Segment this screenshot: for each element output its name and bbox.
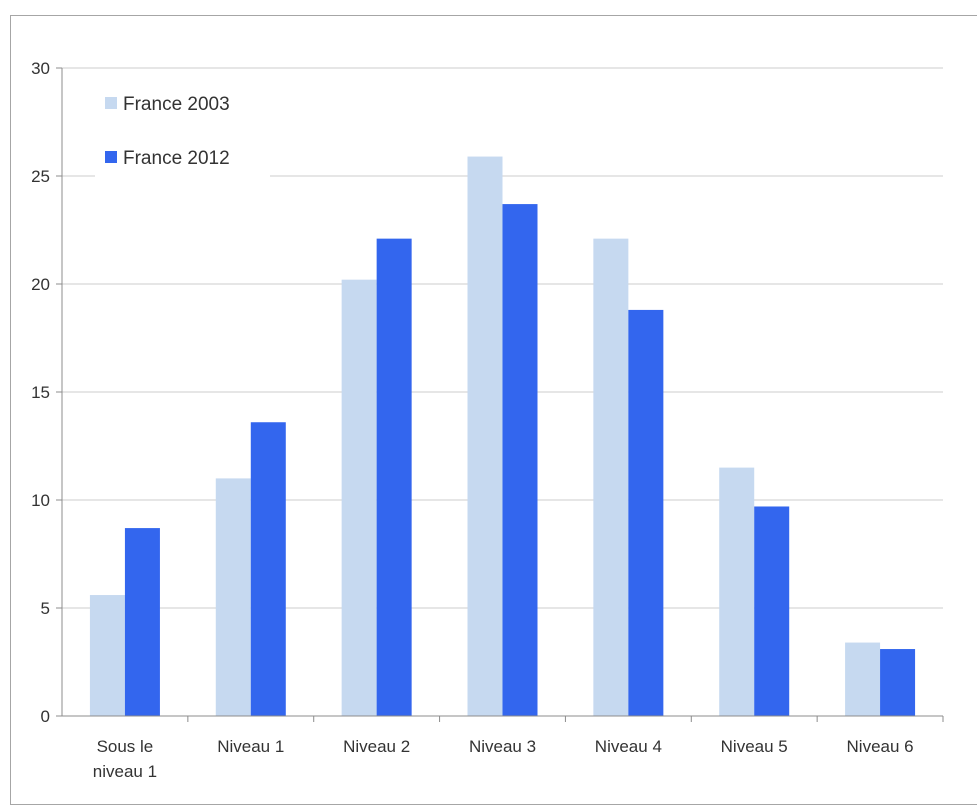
- bar-france-2012: [502, 204, 538, 716]
- y-tick-label: 30: [31, 59, 50, 78]
- x-tick-label-line: Niveau 1: [217, 737, 284, 756]
- bar-france-2003: [467, 156, 503, 716]
- x-tick-label: Niveau 1: [217, 737, 284, 756]
- x-tick-label: Niveau 4: [595, 737, 662, 756]
- x-tick-label: Niveau 5: [721, 737, 788, 756]
- x-tick-label-line: Niveau 2: [343, 737, 410, 756]
- legend: France 2003 France 2012: [95, 78, 270, 193]
- bar-france-2003: [845, 642, 881, 716]
- legend-background: [95, 78, 270, 193]
- bars: [89, 156, 916, 716]
- x-tick-label-line: Niveau 3: [469, 737, 536, 756]
- y-tick-label: 20: [31, 275, 50, 294]
- y-tick-label: 15: [31, 383, 50, 402]
- y-tick-label: 5: [41, 599, 50, 618]
- bar-france-2003: [215, 478, 251, 716]
- legend-swatch: [105, 97, 117, 109]
- bar-france-2012: [880, 649, 916, 716]
- x-axis-ticks: [187, 716, 944, 722]
- x-axis-tick-labels: Sous le niveau 1 Niveau 1 Niveau 2 Niveau 3 N…: [93, 737, 914, 781]
- bar-france-2003: [89, 595, 125, 716]
- x-tick-label: Niveau 6: [847, 737, 914, 756]
- legend-label: France 2012: [123, 148, 230, 169]
- y-tick-label: 25: [31, 167, 50, 186]
- x-tick-label-line: niveau 1: [93, 762, 157, 781]
- x-tick-label-line: Niveau 4: [595, 737, 662, 756]
- x-tick-label-line: Sous le: [97, 737, 154, 756]
- y-tick-label: 0: [41, 707, 50, 726]
- x-tick-label: Niveau 3: [469, 737, 536, 756]
- bar-france-2003: [341, 279, 377, 716]
- bar-france-2012: [124, 528, 160, 716]
- x-tick-label-line: Niveau 5: [721, 737, 788, 756]
- bar-france-2012: [376, 238, 412, 716]
- legend-swatch: [105, 151, 117, 163]
- y-tick-label: 10: [31, 491, 50, 510]
- bar-france-2012: [628, 309, 664, 716]
- legend-label: France 2003: [123, 94, 230, 115]
- y-axis-tick-labels: 0 5 10 15 20 25 30: [31, 59, 62, 726]
- x-tick-label: Sous le niveau 1: [93, 737, 157, 781]
- bar-france-2003: [593, 238, 629, 716]
- bar-france-2003: [719, 467, 755, 716]
- axes: [61, 68, 943, 717]
- bar-france-2012: [250, 422, 286, 716]
- bar-france-2012: [754, 506, 790, 716]
- x-tick-label: Niveau 2: [343, 737, 410, 756]
- x-tick-label-line: Niveau 6: [847, 737, 914, 756]
